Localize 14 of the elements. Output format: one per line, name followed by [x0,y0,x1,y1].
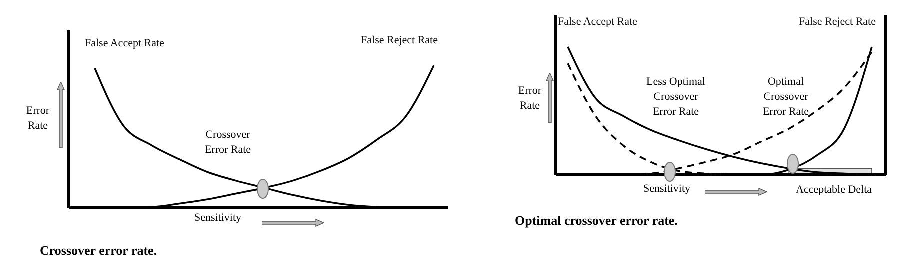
x-axis-title: Sensitivity [193,212,243,224]
y-axis-title: Error Rate [517,84,543,114]
annotation: Less Optimal Crossover Error Rate [646,75,706,120]
x-axis-title: Sensitivity [642,183,692,195]
annotation: Optimal Crossover Error Rate [762,75,810,120]
annotation: Crossover Error Rate [204,128,252,158]
text: Crossover error rate. [40,243,158,259]
series-label: False Reject Rate [361,34,438,47]
text: Optimal crossover error rate. [515,213,678,229]
series-label: False Accept Rate [558,16,638,28]
band-label: Acceptable Delta [796,184,872,196]
series-label: False Accept Rate [85,37,165,50]
series-label: False Reject Rate [799,16,876,28]
y-axis-title: Error Rate [25,104,51,134]
